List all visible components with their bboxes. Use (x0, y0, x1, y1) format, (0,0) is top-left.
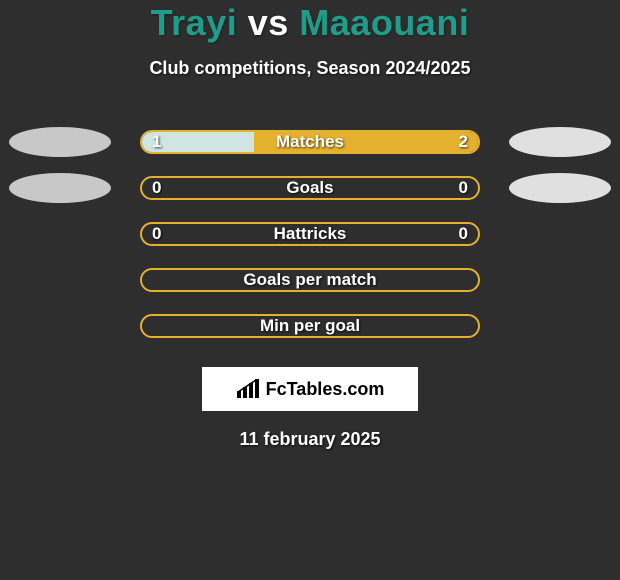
stat-bar: 0 Goals 0 (140, 176, 480, 200)
site-badge: FcTables.com (202, 367, 418, 411)
stat-bar-overlay: Min per goal (142, 316, 478, 336)
stat-value-left: 0 (152, 224, 161, 244)
page-title: Trayi vs Maaouani (0, 2, 620, 44)
stat-bar: Goals per match (140, 268, 480, 292)
stat-bar: 0 Hattricks 0 (140, 222, 480, 246)
stat-row: Goals per match (0, 257, 620, 303)
stat-rows: 1Matches2 0 Goals 0 0 Hattricks 0 Goals per mat… (0, 119, 620, 349)
stat-label: Hattricks (274, 224, 347, 244)
stat-bar-overlay: Goals per match (142, 270, 478, 290)
title-player2: Maaouani (299, 2, 469, 43)
stat-bar: 1Matches2 (140, 130, 480, 154)
bar-chart-icon (236, 379, 262, 399)
stat-row: 0 Hattricks 0 (0, 211, 620, 257)
team-logo-placeholder-left (9, 173, 111, 203)
title-player1: Trayi (151, 2, 238, 43)
stat-label: Goals (286, 178, 333, 198)
stat-value-right: 0 (459, 224, 468, 244)
stat-row: 1Matches2 (0, 119, 620, 165)
stat-label: Min per goal (260, 316, 360, 336)
date-label: 11 february 2025 (0, 429, 620, 450)
comparison-card: Trayi vs Maaouani Club competitions, Sea… (0, 0, 620, 580)
stat-row: Min per goal (0, 303, 620, 349)
stat-label: Goals per match (243, 270, 376, 290)
stat-value-left: 0 (152, 178, 161, 198)
stat-bar-segment-left (142, 132, 254, 152)
team-logo-placeholder-right (509, 173, 611, 203)
stat-bar-segment-right (254, 132, 478, 152)
badge-text: FcTables.com (266, 379, 385, 400)
stat-value-right: 0 (459, 178, 468, 198)
team-logo-placeholder-left (9, 127, 111, 157)
stat-bar-overlay: 0 Goals 0 (142, 178, 478, 198)
stat-bar: Min per goal (140, 314, 480, 338)
subtitle: Club competitions, Season 2024/2025 (0, 58, 620, 79)
team-logo-placeholder-right (509, 127, 611, 157)
stat-row: 0 Goals 0 (0, 165, 620, 211)
title-vs: vs (248, 2, 289, 43)
stat-bar-overlay: 0 Hattricks 0 (142, 224, 478, 244)
